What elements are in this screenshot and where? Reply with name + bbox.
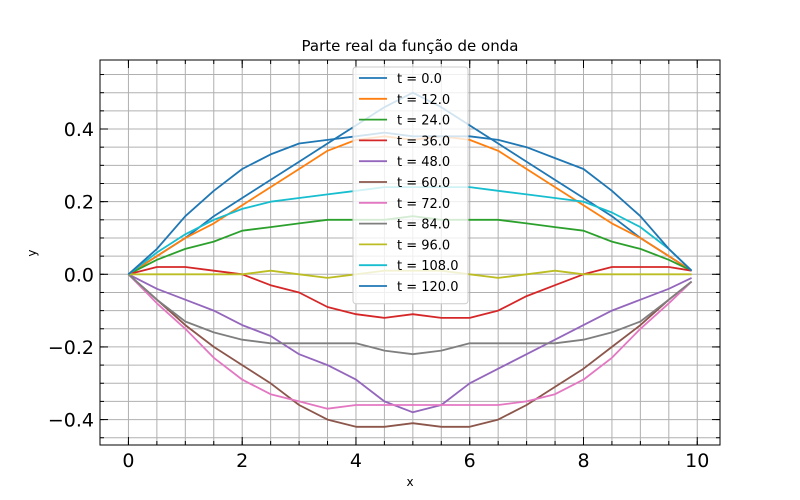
x-axis-label: x <box>406 475 413 489</box>
y-tick-label: −0.2 <box>48 337 94 359</box>
legend-label: t = 108.0 <box>397 259 458 274</box>
legend-label: t = 60.0 <box>397 176 450 191</box>
legend-label: t = 84.0 <box>397 218 450 233</box>
series-line <box>127 273 693 428</box>
legend-label: t = 24.0 <box>397 114 450 129</box>
series-line <box>127 273 693 410</box>
y-tick-label: 0.0 <box>64 264 94 286</box>
legend-label: t = 120.0 <box>397 280 458 295</box>
legend-label: t = 0.0 <box>397 72 442 87</box>
y-tick-label: −0.4 <box>48 410 94 432</box>
y-tick-label: 0.4 <box>64 119 94 141</box>
series-line <box>127 273 692 414</box>
x-tick-label: 6 <box>464 450 476 472</box>
y-tick-label: 0.2 <box>64 192 94 214</box>
legend: t = 0.0 t = 12.0 t = 24.0 t = 36.0 t = 48.0 t… <box>352 66 469 305</box>
series-line <box>127 273 693 356</box>
legend-label: t = 72.0 <box>397 197 450 212</box>
series-line <box>128 266 692 319</box>
x-tick-label: 10 <box>685 450 709 472</box>
x-tick-label: 2 <box>236 450 248 472</box>
y-axis-label: y <box>25 249 39 256</box>
axes: 0 2 4 6 8 10 −0.4 −0.2 0.0 0.2 0.4 <box>48 59 721 472</box>
legend-label: t = 96.0 <box>397 238 450 253</box>
x-tick-label: 0 <box>122 450 134 472</box>
legend-label: t = 36.0 <box>397 134 450 149</box>
plot-frame <box>99 59 721 446</box>
legend-label: t = 12.0 <box>397 93 450 108</box>
legend-label: t = 48.0 <box>397 155 450 170</box>
x-tick-label: 8 <box>577 450 589 472</box>
chart-title: Parte real da função de onda <box>302 37 519 55</box>
x-tick-label: 4 <box>350 450 362 472</box>
